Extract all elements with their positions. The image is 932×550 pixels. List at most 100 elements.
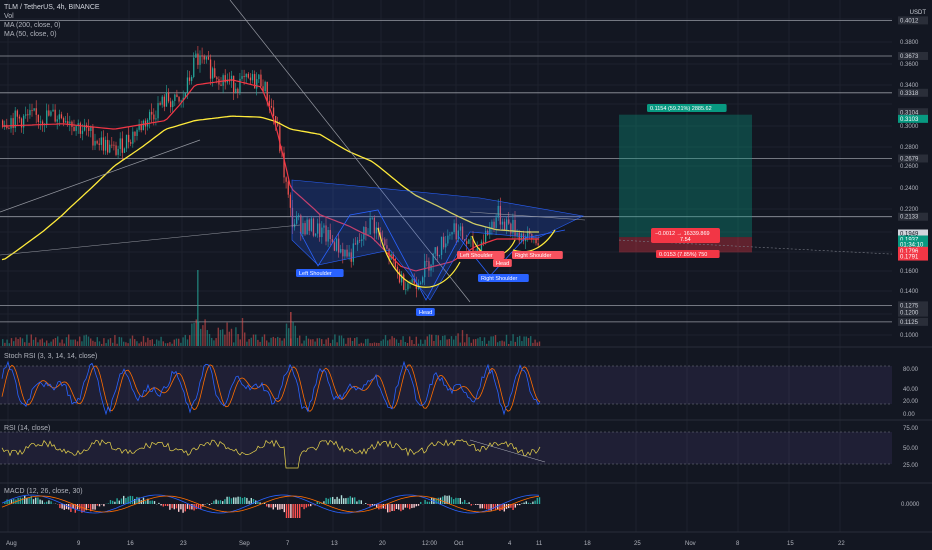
volume-bar — [186, 339, 189, 346]
volume-bar — [252, 334, 255, 346]
price-candle — [495, 217, 497, 228]
price-candle — [247, 73, 249, 78]
price-candle — [233, 75, 235, 93]
macd-axis-tick: 0.0000 — [901, 502, 920, 508]
volume-bar — [145, 342, 147, 346]
volume-bar — [26, 334, 28, 346]
volume-bar — [241, 317, 244, 346]
volume-bar — [147, 337, 149, 346]
macd-histogram-bar — [406, 504, 409, 508]
macd-histogram-bar — [35, 497, 37, 504]
price-badge: 0.1791 — [900, 255, 919, 261]
volume-bar — [173, 339, 175, 346]
macd-histogram-bar — [74, 504, 76, 513]
price-candle — [224, 75, 226, 83]
price-candle — [506, 219, 508, 230]
volume-bar — [296, 337, 299, 346]
ma200-label[interactable]: MA (200, close, 0) — [4, 22, 61, 29]
price-candle — [335, 238, 338, 251]
volume-bar — [96, 337, 98, 346]
volume-bar — [191, 323, 193, 346]
time-axis-tick: 22 — [838, 541, 845, 547]
macd-histogram-bar — [277, 504, 279, 510]
volume-bar — [303, 340, 305, 346]
price-badge-bg — [898, 154, 928, 163]
time-axis-tick: 16 — [127, 541, 134, 547]
macd-histogram-bar — [327, 498, 329, 504]
macd-histogram-bar — [50, 501, 52, 504]
stoch-legend[interactable]: Stoch RSI (3, 3, 14, 14, close) — [4, 353, 98, 360]
price-candle — [398, 271, 401, 283]
price-candle — [111, 144, 113, 146]
price-candle — [527, 231, 529, 238]
macd-histogram-bar — [347, 497, 349, 504]
time-axis-tick: 18 — [584, 541, 591, 547]
rsi-legend[interactable]: RSI (14, close) — [4, 425, 51, 432]
macd-legend[interactable]: MACD (12, 26, close, 30) — [4, 488, 83, 495]
price-candle — [520, 233, 522, 241]
macd-histogram-bar — [37, 497, 39, 504]
price-candle — [167, 92, 170, 102]
ma50-line — [2, 79, 539, 272]
volume-bar — [46, 340, 48, 346]
macd-histogram-bar — [400, 504, 402, 512]
price-axis-tick: 0.3400 — [900, 83, 919, 89]
volume-bar — [164, 343, 167, 346]
inverse-hs-pattern — [291, 179, 584, 301]
volume-bar — [514, 341, 516, 346]
price-candle — [46, 110, 48, 125]
price-candle — [14, 110, 16, 128]
volume-bar — [532, 342, 534, 346]
position-center-label-bg — [651, 228, 720, 243]
volume-bar — [402, 336, 404, 346]
price-candle — [48, 110, 50, 116]
price-candle — [482, 241, 485, 243]
price-badge-bg — [898, 252, 928, 261]
volume-bar — [512, 334, 514, 346]
volume-bar — [35, 337, 37, 346]
price-candle — [104, 139, 107, 151]
volume-bar — [490, 336, 492, 346]
volume-bar — [453, 339, 455, 346]
price-badge-bg — [898, 235, 928, 244]
volume-bar — [215, 338, 217, 346]
price-candle — [426, 260, 428, 262]
volume-bar — [125, 342, 127, 346]
price-candle — [487, 230, 489, 235]
volume-bar — [424, 339, 426, 346]
volume-bar — [193, 322, 195, 346]
ma50-label[interactable]: MA (50, close, 0) — [4, 31, 57, 38]
volume-bar — [151, 339, 153, 346]
volume-bar — [472, 339, 475, 346]
vol-label[interactable]: Vol — [4, 13, 14, 20]
macd-histogram-bar — [446, 495, 448, 504]
macd-histogram-bar — [81, 504, 83, 513]
macd-histogram-bar — [43, 502, 46, 504]
price-candle — [216, 77, 218, 80]
volume-bar — [420, 339, 422, 346]
volume-bar — [371, 343, 373, 346]
price-axis-tick: 0.2600 — [900, 164, 919, 170]
volume-bar — [272, 336, 274, 346]
yellow-arc — [377, 227, 461, 288]
macd-histogram-bar — [266, 504, 268, 507]
macd-histogram-bar — [461, 501, 464, 504]
symbol-line[interactable]: TLM / TetherUS, 4h, BINANCE — [4, 4, 100, 11]
price-candle — [10, 118, 12, 129]
macd-histogram-bar — [490, 504, 492, 511]
price-candle — [464, 239, 466, 242]
macd-histogram-bar — [532, 501, 534, 504]
macd-histogram-bar — [175, 504, 178, 509]
volume-bar — [395, 339, 398, 346]
volume-bar — [59, 342, 61, 346]
time-axis-tick: 13 — [331, 541, 338, 547]
price-badge: 0.1275 — [900, 303, 919, 309]
price-badge: 0.3103 — [900, 117, 919, 123]
macd-histogram-bar — [235, 497, 237, 504]
price-candle — [251, 74, 254, 81]
price-candle — [60, 114, 63, 119]
volume-bar — [510, 340, 512, 346]
price-candle — [230, 75, 233, 82]
price-badge-bg — [898, 108, 928, 117]
